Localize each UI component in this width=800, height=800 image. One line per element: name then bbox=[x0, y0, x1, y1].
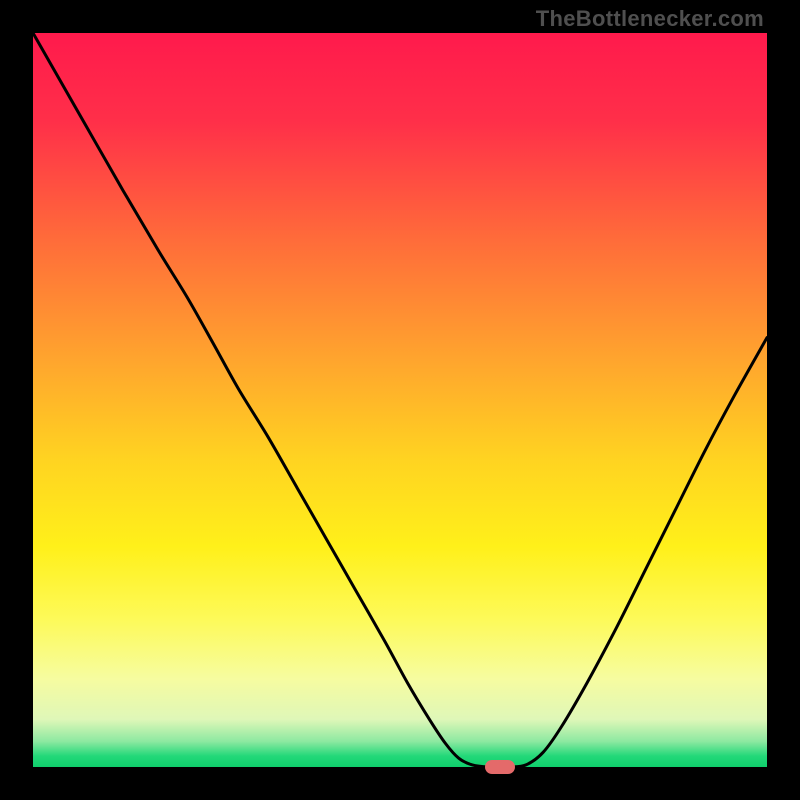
optimal-marker bbox=[485, 760, 514, 773]
curve-path bbox=[33, 33, 767, 767]
watermark-text: TheBottlenecker.com bbox=[536, 6, 764, 32]
chart-frame: TheBottlenecker.com bbox=[0, 0, 800, 800]
plot-area: TheBottlenecker.com bbox=[33, 33, 767, 767]
bottleneck-curve bbox=[33, 33, 767, 767]
